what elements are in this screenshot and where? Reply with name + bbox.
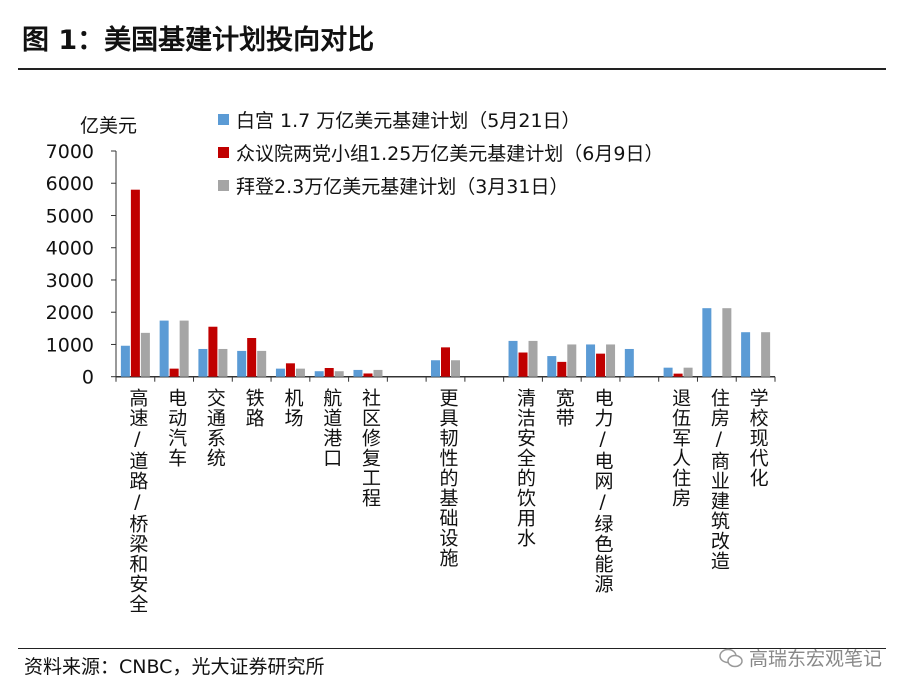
bar bbox=[130, 189, 140, 377]
y-tick-label: 5000 bbox=[46, 205, 94, 227]
bar bbox=[334, 371, 344, 377]
bar bbox=[528, 340, 538, 377]
bar bbox=[218, 348, 228, 377]
x-tick-label: 学校现代化 bbox=[747, 388, 769, 488]
bar bbox=[208, 326, 218, 377]
bar bbox=[702, 308, 712, 377]
x-tick-label: 航道港口 bbox=[320, 388, 342, 468]
bar bbox=[606, 344, 616, 377]
bar bbox=[567, 344, 577, 377]
bar bbox=[295, 368, 305, 377]
x-tick-label: 交通系统 bbox=[204, 388, 226, 468]
legend-label: 众议院两党小组1.25万亿美元基建计划（6月9日） bbox=[236, 143, 663, 165]
x-tick-label: 清洁安全的饮用水 bbox=[514, 388, 536, 548]
bar bbox=[673, 373, 683, 377]
x-tick-label: 社区修复工程 bbox=[359, 388, 381, 508]
bar bbox=[663, 367, 673, 377]
page-title: 图 1：美国基建计划投向对比 bbox=[22, 25, 375, 56]
bar bbox=[547, 356, 557, 377]
bar bbox=[741, 332, 751, 377]
bar bbox=[324, 367, 334, 377]
bar bbox=[120, 345, 130, 377]
wechat-icon bbox=[719, 648, 743, 667]
bar bbox=[140, 332, 150, 377]
x-tick-label: 机场 bbox=[281, 388, 303, 428]
y-tick-label: 7000 bbox=[46, 141, 94, 163]
bar bbox=[159, 320, 169, 377]
legend-label: 白宫 1.7 万亿美元基建计划（5月21日） bbox=[236, 110, 581, 132]
bar bbox=[586, 344, 596, 377]
x-tick-label: 更具韧性的基础设施 bbox=[437, 388, 459, 568]
watermark: 高瑞东宏观笔记 bbox=[719, 644, 882, 671]
bar bbox=[363, 373, 373, 377]
divider bbox=[18, 68, 886, 70]
bar bbox=[518, 352, 528, 377]
bar bbox=[314, 371, 324, 377]
bar bbox=[441, 347, 450, 377]
legend-swatch bbox=[218, 180, 229, 191]
x-tick-label: 住房/商业建筑改造 bbox=[708, 388, 730, 571]
legend-swatch bbox=[218, 114, 229, 125]
x-tick-label: 电力/电网/绿色能源 bbox=[592, 388, 614, 594]
bar bbox=[237, 350, 247, 377]
watermark-text: 高瑞东宏观笔记 bbox=[748, 648, 882, 670]
x-tick-label: 退伍军人住房 bbox=[669, 388, 691, 508]
bar bbox=[275, 368, 285, 377]
bar bbox=[257, 350, 267, 377]
y-tick-label: 2000 bbox=[46, 302, 94, 324]
y-tick-label: 6000 bbox=[46, 173, 94, 195]
x-tick-label: 电动汽车 bbox=[165, 388, 187, 468]
y-tick-label: 3000 bbox=[46, 270, 94, 292]
bar bbox=[373, 369, 383, 377]
x-tick-label: 铁路 bbox=[243, 388, 265, 428]
bar bbox=[722, 308, 732, 377]
bar bbox=[285, 363, 295, 377]
bar bbox=[557, 361, 567, 377]
legend-label: 拜登2.3万亿美元基建计划（3月31日） bbox=[236, 176, 568, 198]
bar bbox=[169, 368, 179, 377]
bar bbox=[353, 369, 363, 377]
bar bbox=[508, 340, 518, 377]
bar bbox=[451, 360, 460, 377]
y-tick-label: 0 bbox=[82, 367, 94, 389]
y-axis-label: 亿美元 bbox=[80, 115, 137, 137]
y-tick-label: 1000 bbox=[46, 334, 94, 356]
source-note: 资料来源：CNBC，光大证券研究所 bbox=[24, 656, 325, 678]
divider bbox=[18, 648, 886, 649]
y-tick-label: 4000 bbox=[46, 238, 94, 260]
x-tick-label: 高速/道路/桥梁和安全 bbox=[126, 388, 148, 614]
bar bbox=[624, 348, 634, 377]
bar bbox=[247, 338, 257, 377]
bar bbox=[761, 332, 771, 377]
bar bbox=[198, 348, 208, 377]
bar bbox=[179, 320, 189, 377]
bar bbox=[431, 360, 440, 377]
bar bbox=[683, 367, 693, 377]
bar bbox=[596, 353, 606, 377]
legend-swatch bbox=[218, 147, 229, 158]
x-tick-label: 宽带 bbox=[553, 388, 575, 428]
